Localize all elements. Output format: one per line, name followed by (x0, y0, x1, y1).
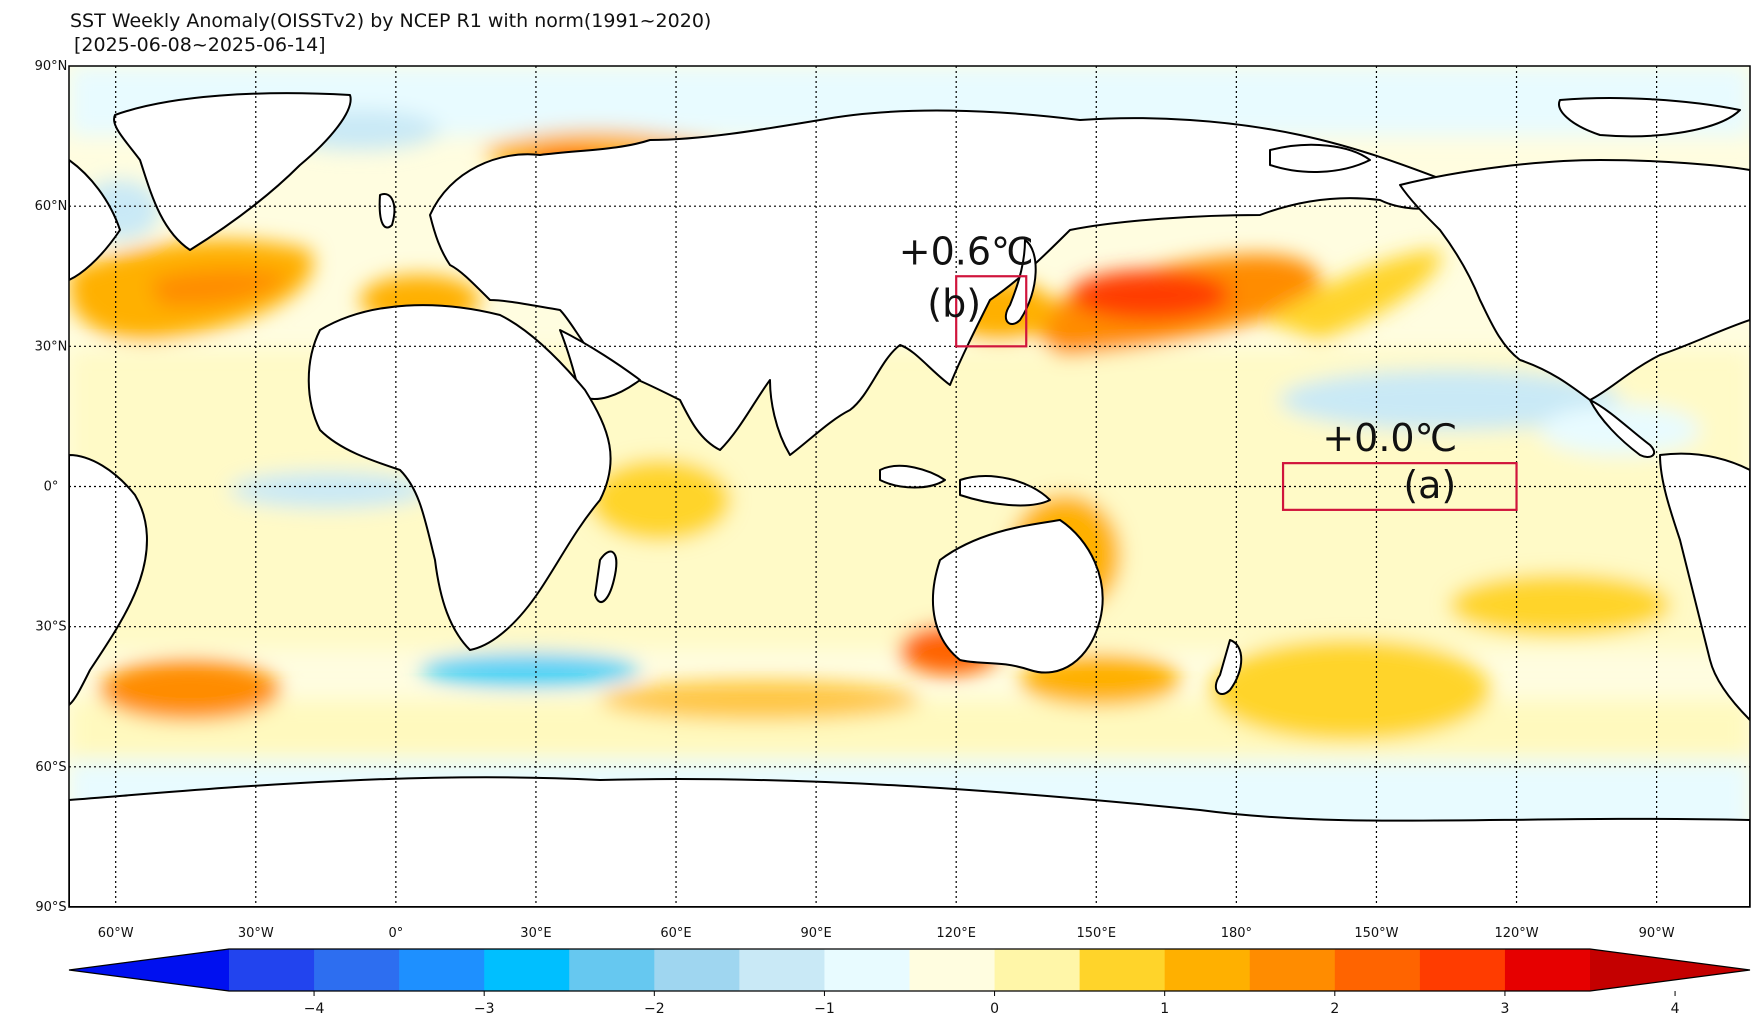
region-boxes: +0.0℃(a) +0.6℃ (b) (899, 229, 1518, 511)
anomaly-field (69, 66, 1750, 907)
longitude-label: 30°W (238, 926, 274, 941)
colorbar-tick-label: −2 (644, 1001, 665, 1017)
colorbar-segment (1249, 949, 1336, 991)
region-box (955, 275, 1028, 348)
region-anomaly-value: +0.0℃ (1322, 416, 1457, 460)
colorbar-outline (68, 948, 1751, 992)
longitude-label: 30°E (520, 926, 551, 941)
colorbar-segment (569, 949, 655, 991)
colorbar-segment (1504, 949, 1591, 991)
land-masses (69, 92, 1750, 907)
longitude-label: 150°E (1077, 926, 1117, 941)
latitude-label: 90°N (35, 59, 68, 74)
colorbar-tick-label: 2 (1330, 1001, 1339, 1017)
map-date-range: [2025-06-08~2025-06-14] (74, 34, 326, 56)
colorbar-tick-label: 3 (1500, 1001, 1509, 1017)
colorbar-tick-label: 1 (1160, 1001, 1169, 1017)
longitude-label: 60°E (660, 926, 691, 941)
region-anomaly-value: +0.6℃ (899, 229, 1034, 273)
latitude-label: 30°N (35, 339, 68, 354)
latitude-label: 30°S (35, 620, 66, 635)
latitude-labels: 90°N 60°N 30°N 0° 30°S 60°S 90°S (35, 59, 68, 915)
region-box-label: (b) (927, 281, 981, 325)
colorbar-segment (1419, 949, 1506, 991)
map-title: SST Weekly Anomaly(OISSTv2) by NCEP R1 w… (70, 10, 712, 32)
map-frame (68, 65, 1751, 908)
colorbar-segment (229, 949, 315, 991)
colorbar-segment (484, 949, 570, 991)
latitude-label: 90°S (35, 900, 66, 915)
colorbar-tick-label: −4 (304, 1001, 325, 1017)
longitude-label: 90°E (800, 926, 831, 941)
graticule (69, 66, 1750, 907)
latitude-label: 0° (44, 480, 59, 495)
colorbar-segment (824, 949, 910, 991)
colorbar-segment (1079, 949, 1166, 991)
longitude-label: 60°W (98, 926, 134, 941)
colorbar-tick-label: −3 (474, 1001, 495, 1017)
latitude-label: 60°N (35, 199, 68, 214)
colorbar-segment (739, 949, 825, 991)
colorbar-segment (314, 949, 400, 991)
longitude-label: 150°W (1354, 926, 1398, 941)
longitude-label: 120°E (936, 926, 976, 941)
colorbar-tick-label: 4 (1671, 1001, 1680, 1017)
region-box-label: (a) (1403, 463, 1456, 507)
colorbar-segment (1164, 949, 1251, 991)
colorbar-segment (994, 949, 1081, 991)
colorbar-tick-label: 0 (990, 1001, 999, 1017)
colorbar: −4 −3 −2 −1 0 1 2 3 4 (68, 948, 1751, 1017)
longitude-labels: 60°W 30°W 0° 30°E 60°E 90°E 120°E 150°E 180° 150°… (98, 926, 1675, 941)
colorbar-tick-label: −1 (814, 1001, 835, 1017)
longitude-label: 120°W (1494, 926, 1538, 941)
colorbar-segment (909, 949, 996, 991)
longitude-label: 90°W (1639, 926, 1675, 941)
colorbar-segment (1334, 949, 1421, 991)
longitude-label: 180° (1221, 926, 1252, 941)
colorbar-max-arrow (1590, 949, 1750, 991)
latitude-label: 60°S (35, 760, 66, 775)
colorbar-segment (399, 949, 485, 991)
region-box (1281, 462, 1518, 511)
colorbar-min-arrow (69, 949, 229, 991)
colorbar-segment (654, 949, 740, 991)
longitude-label: 0° (388, 926, 403, 941)
